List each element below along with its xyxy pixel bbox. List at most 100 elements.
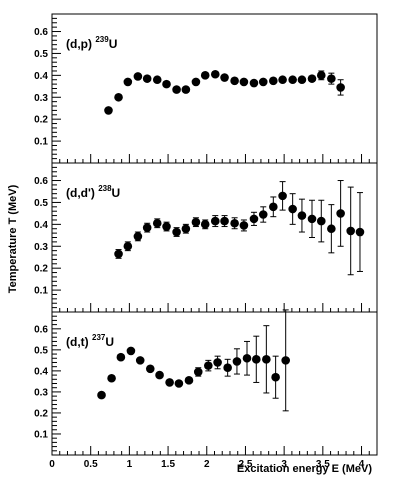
y-tick-label: 0.3 — [34, 93, 48, 104]
data-point — [258, 210, 268, 219]
data-point — [123, 77, 133, 87]
data-point — [200, 71, 210, 80]
data-point — [210, 216, 220, 226]
data-point — [232, 357, 242, 366]
panel-reaction-label: (d,t) 237U — [66, 333, 114, 349]
y-tick-label: 0.2 — [34, 408, 48, 419]
mass-number-label: 239 — [95, 35, 109, 44]
y-axis-title: Temperature T (MeV) — [7, 184, 19, 293]
data-point — [126, 346, 136, 356]
data-point — [133, 72, 143, 81]
data-point — [114, 249, 123, 259]
panel-reaction-label: (d,d') 238U — [66, 184, 120, 200]
data-point — [355, 227, 365, 237]
data-point — [239, 221, 249, 230]
data-point — [249, 214, 259, 224]
data-point — [135, 356, 145, 365]
data-point — [162, 222, 171, 231]
panels: 0.10.20.30.40.50.6(d,p) 239U0.10.20.30.4… — [34, 13, 378, 470]
panel-2: 0.1 0.2 0.3 0.4 0.5 0.6 (d,d') 238U — [34, 162, 378, 313]
y-tick-label: 0.6 — [34, 324, 48, 335]
data-point — [193, 367, 203, 377]
element-label: U — [105, 335, 114, 349]
data-point — [278, 191, 287, 201]
x-tick-label: 3 — [281, 459, 287, 470]
data-point — [316, 216, 326, 226]
y-tick-label: 0.2 — [34, 115, 48, 126]
reaction-label: (d,d') — [66, 186, 98, 200]
data-point — [346, 226, 355, 236]
panel-1: 0.1 0.2 0.3 0.4 0.5 0.6 (d,p) 239U — [34, 13, 378, 164]
data-point — [210, 69, 220, 79]
data-point — [327, 224, 336, 234]
x-tick-label: 2.5 — [238, 459, 252, 470]
x-tick-label: 0 — [49, 459, 55, 470]
element-label: U — [109, 37, 118, 51]
data-point — [297, 75, 307, 85]
data-point — [174, 379, 184, 388]
data-point — [220, 73, 229, 82]
data-point — [258, 77, 268, 87]
data-point — [142, 74, 152, 83]
data-point — [107, 373, 116, 383]
reaction-label: (d,p) — [66, 37, 95, 51]
y-tick-label: 0.6 — [34, 176, 48, 187]
data-point — [97, 390, 106, 400]
data-point — [336, 209, 345, 218]
mass-number-label: 238 — [98, 184, 112, 193]
y-tick-label: 0.2 — [34, 264, 48, 275]
data-point — [172, 85, 181, 94]
data-point — [145, 364, 155, 374]
data-point — [251, 355, 261, 364]
data-point — [316, 71, 326, 80]
data-point — [123, 241, 133, 251]
x-tick-label: 0.5 — [84, 459, 98, 470]
data-point — [239, 77, 249, 87]
data-point — [223, 363, 232, 373]
x-tick-label: 1 — [127, 459, 133, 470]
data-point — [249, 78, 259, 88]
data-point — [162, 79, 171, 89]
data-point — [181, 85, 191, 94]
y-tick-label: 0.5 — [34, 345, 48, 356]
y-tick-label: 0.1 — [34, 286, 48, 297]
data-point — [114, 92, 123, 102]
data-point — [220, 216, 229, 226]
data-point — [213, 358, 222, 367]
element-label: U — [112, 186, 121, 200]
x-tick-label: 4 — [359, 459, 365, 470]
data-point — [116, 352, 126, 362]
data-point — [262, 355, 271, 364]
y-tick-label: 0.3 — [34, 387, 48, 398]
y-tick-label: 0.6 — [34, 27, 48, 38]
x-axis-title: Excitation energy E (MeV) — [237, 463, 372, 475]
data-point — [165, 378, 174, 387]
y-tick-label: 0.4 — [34, 71, 48, 82]
y-tick-label: 0.3 — [34, 242, 48, 253]
x-tick-label: 1.5 — [161, 459, 175, 470]
data-point — [133, 232, 143, 241]
x-tick-label: 2 — [204, 459, 210, 470]
data-point — [230, 218, 239, 228]
data-point — [191, 217, 201, 227]
panel-reaction-label: (d,p) 239U — [66, 35, 117, 51]
panel-3: 0.1 0.2 0.3 0.4 0.5 0.6 0 0.5 1 1.5 2 2.5 3 3.5 4 (d,t)… — [34, 309, 378, 470]
y-tick-label: 0.4 — [34, 220, 48, 231]
data-point — [278, 75, 287, 85]
data-point — [288, 75, 297, 85]
data-point — [242, 353, 252, 363]
data-point — [336, 83, 345, 92]
y-tick-label: 0.5 — [34, 198, 48, 209]
data-point — [172, 227, 181, 237]
data-point — [152, 218, 162, 228]
data-point — [191, 77, 201, 87]
data-point — [297, 211, 307, 220]
data-point — [155, 370, 164, 380]
data-point — [307, 214, 317, 224]
x-tick-label: 3.5 — [316, 459, 330, 470]
data-point — [152, 75, 162, 85]
y-tick-label: 0.1 — [34, 137, 48, 148]
mass-number-label: 237 — [92, 333, 106, 342]
reaction-label: (d,t) — [66, 335, 92, 349]
